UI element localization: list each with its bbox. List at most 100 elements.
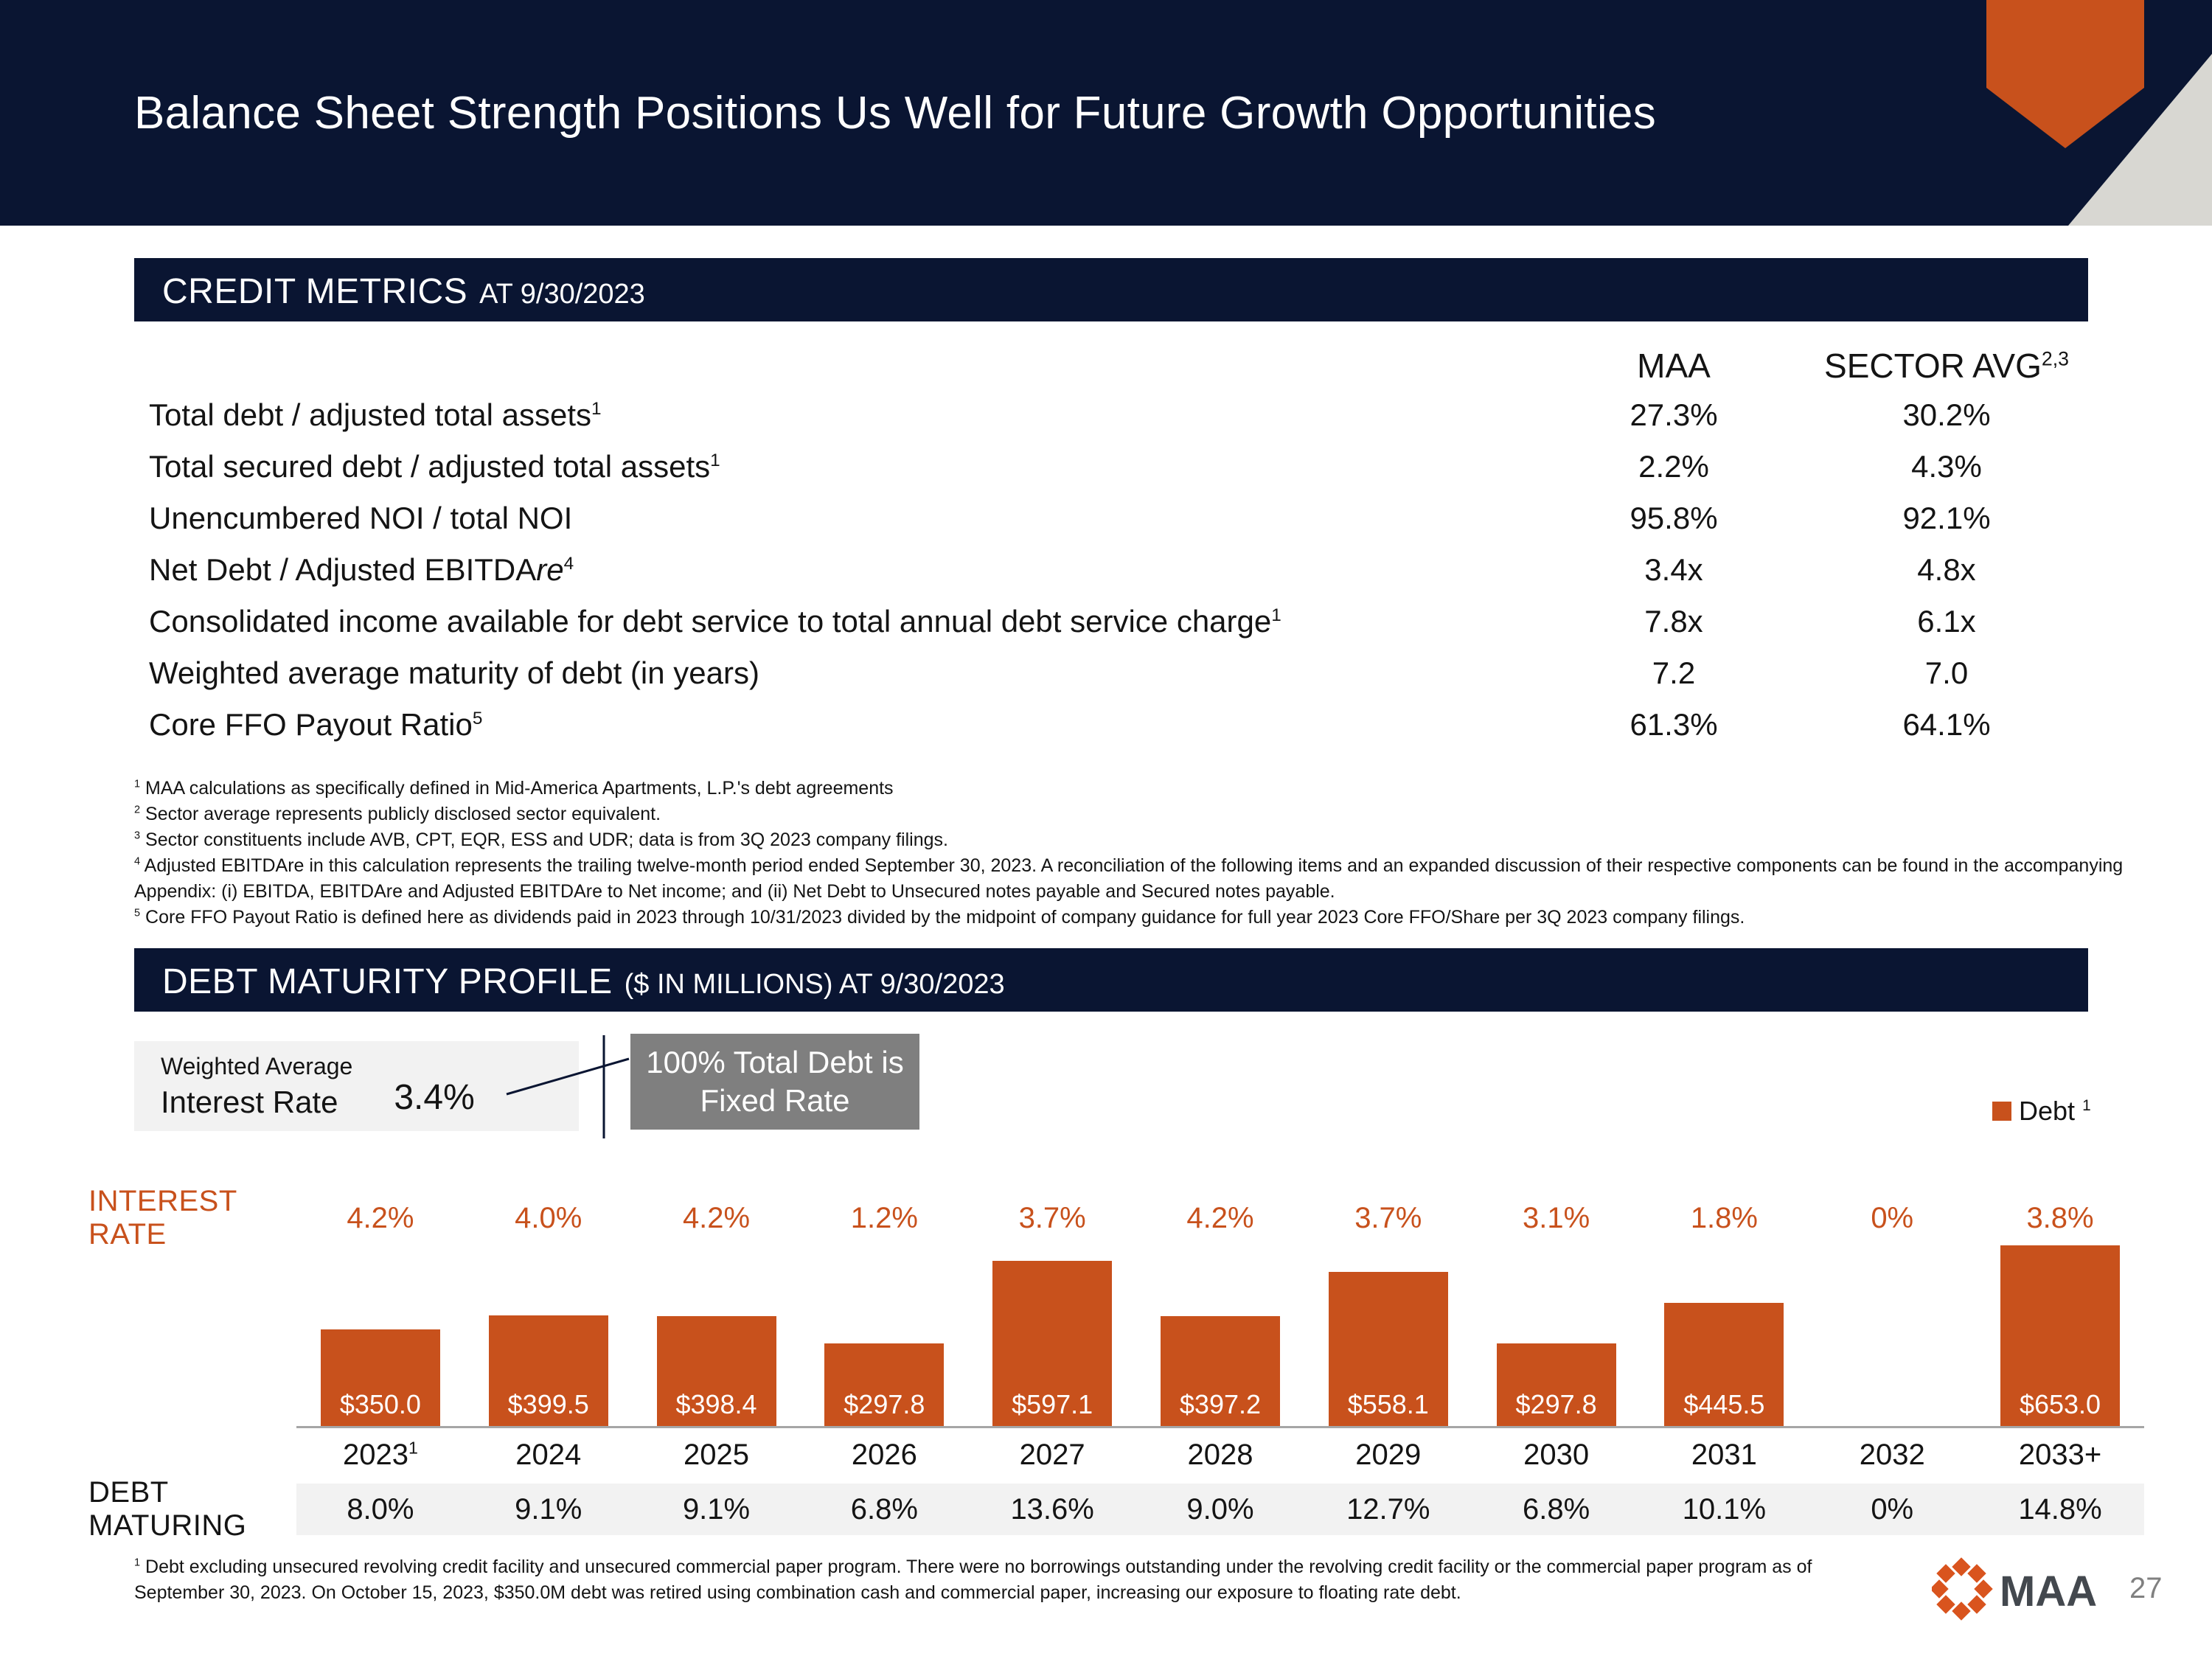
year-label: 2028: [1136, 1426, 1304, 1478]
debt-maturing-value: 6.8%: [1472, 1484, 1641, 1535]
maa-logo-mark-icon: [1930, 1557, 1993, 1621]
metric-sector-value: 64.1%: [1902, 707, 1991, 742]
title-banner: Balance Sheet Strength Positions Us Well…: [0, 0, 2212, 226]
metric-row: Unencumbered NOI / total NOI 95.8% 92.1%: [149, 493, 2101, 544]
debt-maturing-value: 13.6%: [968, 1484, 1137, 1535]
metric-sector-value: 6.1x: [1917, 604, 1976, 639]
year-label: 2030: [1472, 1426, 1641, 1478]
footnote: 5 Core FFO Payout Ratio is defined here …: [134, 907, 1745, 928]
debt-maturity-title: DEBT MATURITY PROFILE: [162, 962, 613, 1001]
metric-maa-value: 2.2%: [1638, 449, 1709, 484]
debt-bar: $350.0: [320, 1329, 440, 1426]
interest-rate-value: 1.2%: [850, 1202, 918, 1234]
debt-bar: $558.1: [1328, 1272, 1448, 1426]
interest-rate-value: 0%: [1871, 1202, 1914, 1234]
debt-maturity-chart: INTEREST RATE DEBT MATURING 4.2% $350.0 …: [88, 1185, 2144, 1542]
metric-sector-value: 4.8x: [1917, 552, 1976, 587]
bar-value-label: $397.2: [1179, 1389, 1262, 1419]
debt-bar: $297.8: [824, 1343, 945, 1426]
bar-area: $597.1: [968, 1240, 1136, 1426]
weighted-average-labels: Weighted Average Interest Rate: [161, 1053, 352, 1120]
interest-rate-row-label: INTEREST RATE: [88, 1185, 237, 1251]
debt-maturing-value: 6.8%: [800, 1484, 969, 1535]
callout-line-1: 100% Total Debt is: [646, 1045, 904, 1079]
maa-logo-text: MAA: [2000, 1568, 2097, 1615]
chart-column: 1.8% $445.5 2031 10.1%: [1640, 1196, 1809, 1535]
credit-metrics-footnotes: 1 MAA calculations as specifically defin…: [134, 776, 2125, 931]
interest-rate-value: 4.2%: [682, 1202, 751, 1234]
year-label: 2025: [632, 1426, 801, 1478]
metric-maa-value: 7.8x: [1644, 604, 1703, 639]
metric-maa-value: 61.3%: [1630, 707, 1718, 742]
debt-maturity-asof: ($ IN MILLIONS) AT 9/30/2023: [624, 969, 1005, 1000]
bar-area: $397.2: [1136, 1240, 1304, 1426]
interest-rate-value: 1.8%: [1690, 1202, 1758, 1234]
bar-area: $399.5: [465, 1240, 633, 1426]
debt-maturing-value: 8.0%: [296, 1484, 465, 1535]
debt-bar: $297.8: [1496, 1343, 1616, 1426]
metric-maa-value: 95.8%: [1630, 501, 1718, 535]
chart-column: 3.7% $558.1 2029 12.7%: [1304, 1196, 1472, 1535]
interest-rate-value: 3.8%: [2026, 1202, 2094, 1234]
year-label: 2032: [1808, 1426, 1977, 1478]
year-label: 2029: [1304, 1426, 1472, 1478]
chart-column: 4.2% $397.2 2028 9.0%: [1136, 1196, 1304, 1535]
footnote: 1 MAA calculations as specifically defin…: [134, 778, 894, 799]
metric-label: Total secured debt / adjusted total asse…: [149, 449, 720, 484]
metric-label: Consolidated income available for debt s…: [149, 604, 1281, 639]
bar-area: [1808, 1240, 1976, 1426]
footnote: 3 Sector constituents include AVB, CPT, …: [134, 830, 948, 850]
corner-decoration-icon: [1986, 0, 2212, 226]
debt-maturing-row-label: DEBT MATURING: [88, 1476, 247, 1542]
metric-sector-value: 4.3%: [1911, 449, 1982, 484]
debt-bar: $398.4: [656, 1316, 776, 1426]
footnote: 4 Adjusted EBITDAre in this calculation …: [134, 855, 2124, 902]
credit-metrics-column-headers: MAA SECTOR AVG2,3: [149, 342, 2101, 389]
debt-bar: $597.1: [992, 1261, 1113, 1426]
credit-metrics-table: MAA SECTOR AVG2,3 Total debt / adjusted …: [149, 342, 2101, 751]
bar-value-label: $653.0: [2019, 1389, 2101, 1419]
debt-maturing-value: 9.0%: [1136, 1484, 1304, 1535]
chart-column: 4.2% $350.0 20231 8.0%: [296, 1196, 465, 1535]
metric-maa-value: 27.3%: [1630, 397, 1718, 432]
bar-area: $398.4: [633, 1240, 801, 1426]
bar-value-label: $297.8: [844, 1389, 925, 1419]
bar-value-label: $445.5: [1683, 1389, 1765, 1419]
debt-legend-swatch-icon: [1992, 1102, 2011, 1121]
column-header-sector-avg: SECTOR AVG2,3: [1824, 347, 2069, 385]
year-label: 2027: [968, 1426, 1137, 1478]
bar-area: $445.5: [1641, 1240, 1809, 1426]
chart-columns: 4.2% $350.0 20231 8.0% 4.0% $399.5 2024 …: [296, 1196, 2144, 1535]
metric-label: Weighted average maturity of debt (in ye…: [149, 655, 759, 690]
debt-maturity-section-header: DEBT MATURITY PROFILE ($ IN MILLIONS) AT…: [134, 948, 2088, 1012]
metric-label: Core FFO Payout Ratio5: [149, 707, 483, 742]
weighted-average-value: 3.4%: [394, 1077, 475, 1117]
metric-row: Consolidated income available for debt s…: [149, 596, 2101, 647]
metric-label: Unencumbered NOI / total NOI: [149, 501, 573, 535]
chart-column: 4.2% $398.4 2025 9.1%: [632, 1196, 801, 1535]
bar-value-label: $297.8: [1515, 1389, 1597, 1419]
bar-area: $297.8: [1472, 1240, 1641, 1426]
bar-area: $558.1: [1304, 1240, 1472, 1426]
debt-maturing-value: 0%: [1808, 1484, 1977, 1535]
chart-column: 3.7% $597.1 2027 13.6%: [968, 1196, 1137, 1535]
page-title: Balance Sheet Strength Positions Us Well…: [134, 88, 1656, 139]
bar-value-label: $558.1: [1347, 1389, 1429, 1419]
interest-rate-value: 3.7%: [1354, 1202, 1422, 1234]
debt-maturing-value: 10.1%: [1640, 1484, 1809, 1535]
metric-row: Net Debt / Adjusted EBITDAre4 3.4x 4.8x: [149, 544, 2101, 596]
chart-column: 3.1% $297.8 2030 6.8%: [1472, 1196, 1641, 1535]
debt-maturing-value: 12.7%: [1304, 1484, 1472, 1535]
bar-value-label: $597.1: [1012, 1389, 1093, 1419]
credit-metrics-section-header: CREDIT METRICS AT 9/30/2023: [134, 258, 2088, 321]
year-label: 2031: [1640, 1426, 1809, 1478]
metric-row: Total debt / adjusted total assets1 27.3…: [149, 389, 2101, 441]
debt-bar: $397.2: [1160, 1316, 1280, 1426]
metric-label: Total debt / adjusted total assets1: [149, 397, 602, 432]
interest-rate-value: 4.0%: [515, 1202, 582, 1234]
debt-bar: $653.0: [2000, 1245, 2121, 1426]
credit-metrics-rows: Total debt / adjusted total assets1 27.3…: [149, 389, 2101, 751]
callout-line-2: Fixed Rate: [700, 1083, 850, 1118]
bar-area: $653.0: [1976, 1240, 2144, 1426]
metric-row: Core FFO Payout Ratio5 61.3% 64.1%: [149, 699, 2101, 751]
